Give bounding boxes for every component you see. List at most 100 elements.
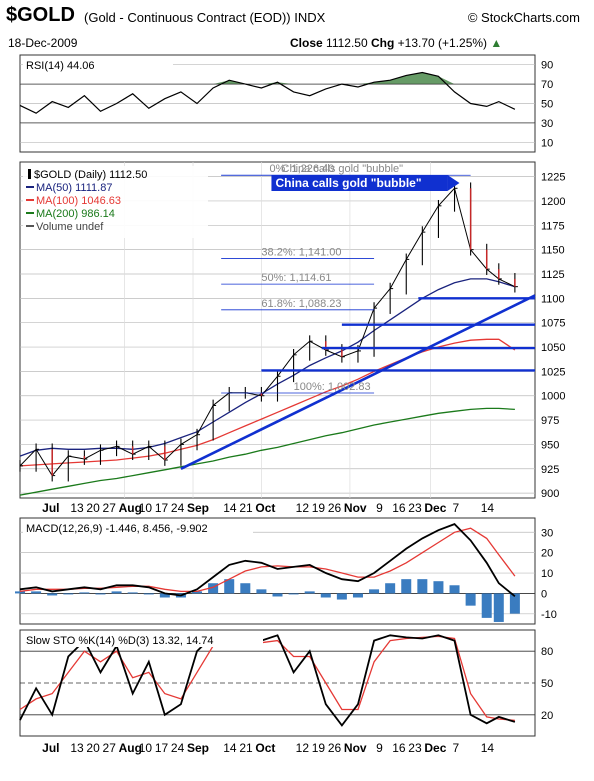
macd-tick-label: 30 <box>541 527 553 539</box>
macd-line <box>19 523 516 597</box>
sto-tick-label: 80 <box>541 646 553 658</box>
x-tick-label: 17 <box>155 501 169 515</box>
fib-level-label: 50%: 1,114.61 <box>261 272 331 284</box>
x-tick-label-bottom: 19 <box>312 741 326 755</box>
macd-tick-label: 10 <box>541 568 553 580</box>
price-tick-label: 1025 <box>541 366 565 378</box>
fib-level-label: 38.2%: 1,141.00 <box>261 246 341 258</box>
sto-title-bg <box>23 633 263 647</box>
sto-tick-label: 50 <box>541 678 553 690</box>
close-change-line: Close 1112.50 Chg +13.70 (+1.25%) ▲ <box>290 36 502 50</box>
x-tick-label: 27 <box>103 501 117 515</box>
macd-histogram-bar <box>192 591 203 594</box>
rsi-overbought-fill <box>20 72 515 85</box>
macd-histogram-bar <box>493 593 504 622</box>
x-tick-label: 21 <box>239 501 253 515</box>
rsi-tick-label: 70 <box>541 79 553 91</box>
macd-histogram-bar <box>127 592 138 594</box>
macd-title-bg <box>23 521 253 535</box>
price-tick-label: 1225 <box>541 172 565 184</box>
x-tick-label-bottom: 20 <box>86 741 100 755</box>
macd-histogram-bar <box>95 593 106 595</box>
x-tick-label: Jul <box>42 501 59 515</box>
price-tick-label: 1100 <box>541 293 565 305</box>
macd-title: MACD(12,26,9) -1.446, 8.456, -9.902 <box>26 523 208 535</box>
x-tick-label: 13 <box>70 501 84 515</box>
macd-histogram-bar <box>288 593 299 595</box>
x-tick-label: 7 <box>453 501 460 515</box>
rsi-tick-label: 50 <box>541 99 553 111</box>
fib-level-label: 0%: 1,226.40 <box>269 163 334 175</box>
macd-histogram-bar <box>208 583 219 594</box>
x-tick-label-bottom: 12 <box>296 741 310 755</box>
macd-tick-label: -10 <box>541 609 557 621</box>
price-tick-label: 1200 <box>541 196 565 208</box>
price-tick-label: 1000 <box>541 391 565 403</box>
x-tick-label-bottom: Oct <box>255 741 275 755</box>
macd-histogram-bar <box>47 593 58 596</box>
legend-bar-icon <box>28 169 31 179</box>
macd-histogram-bar <box>433 581 444 594</box>
x-tick-label-bottom: Aug <box>119 741 142 755</box>
x-tick-label: 20 <box>86 501 100 515</box>
rsi-tick-label: 90 <box>541 60 553 72</box>
close-label: Close <box>290 36 323 50</box>
x-tick-label: Dec <box>424 501 446 515</box>
x-tick-label-bottom: Jul <box>42 741 59 755</box>
macd-histogram-bar <box>481 593 492 618</box>
x-tick-label-bottom: 17 <box>155 741 169 755</box>
legend-bg <box>23 166 208 238</box>
price-tick-label: 1050 <box>541 342 565 354</box>
macd-histogram-bar <box>304 591 315 594</box>
macd-histogram-bar <box>31 591 42 594</box>
legend-entry: MA(200) 986.14 <box>36 208 115 220</box>
x-tick-label-bottom: 10 <box>139 741 153 755</box>
close-value: 1112.50 <box>326 36 368 50</box>
sto-title: Slow STO %K(14) %D(3) 13.32, 14.74 <box>26 635 214 647</box>
macd-histogram-bar <box>224 579 235 594</box>
ma200-line <box>19 407 515 496</box>
macd-histogram-bar <box>111 591 122 594</box>
x-tick-label-bottom: 16 <box>392 741 406 755</box>
x-tick-label: Sep <box>187 501 209 515</box>
macd-histogram-bar <box>401 579 412 594</box>
x-tick-label-bottom: 27 <box>103 741 117 755</box>
x-tick-label: 14 <box>481 501 495 515</box>
price-tick-label: 950 <box>541 439 559 451</box>
macd-histogram-bar <box>336 593 347 600</box>
legend-entry: MA(100) 1046.63 <box>36 195 121 207</box>
legend-entry: Volume undef <box>36 221 104 233</box>
macd-histogram-bar <box>15 591 25 594</box>
macd-histogram-bar <box>449 585 460 594</box>
x-tick-label: 9 <box>376 501 383 515</box>
x-tick-label: 24 <box>171 501 185 515</box>
x-tick-label-bottom: 14 <box>223 741 237 755</box>
rsi-tick-label: 10 <box>541 137 553 149</box>
rsi-title-bg <box>23 58 173 72</box>
x-tick-label: Aug <box>119 501 142 515</box>
macd-tick-label: 0 <box>541 588 547 600</box>
macd-histogram-bar <box>385 583 396 594</box>
chg-label: Chg <box>370 36 395 50</box>
macd-histogram-bar <box>465 593 476 606</box>
price-line <box>19 187 516 477</box>
x-tick-label: Oct <box>255 501 275 515</box>
x-tick-label-bottom: 7 <box>453 741 460 755</box>
chg-value: +13.70 (+1.25%) <box>397 36 488 50</box>
x-tick-label: 19 <box>312 501 326 515</box>
macd-tick-label: 20 <box>541 548 553 560</box>
macd-histogram-bar <box>240 583 251 594</box>
macd-histogram-bar <box>417 579 428 594</box>
x-tick-label-bottom: 9 <box>376 741 383 755</box>
legend-entry: $GOLD (Daily) 1112.50 <box>34 169 147 181</box>
macd-histogram-bar <box>256 589 267 594</box>
annotation-box <box>271 175 448 191</box>
chart-description: (Gold - Continuous Contract (EOD)) INDX <box>84 10 326 25</box>
macd-histogram-bar <box>320 593 331 598</box>
trend-line <box>180 294 536 470</box>
fib-level-label: 100%: 1,002.83 <box>294 381 371 393</box>
price-tick-label: 1125 <box>541 269 565 281</box>
price-tick-label: 1175 <box>541 220 565 232</box>
macd-histogram-bar <box>509 593 520 614</box>
